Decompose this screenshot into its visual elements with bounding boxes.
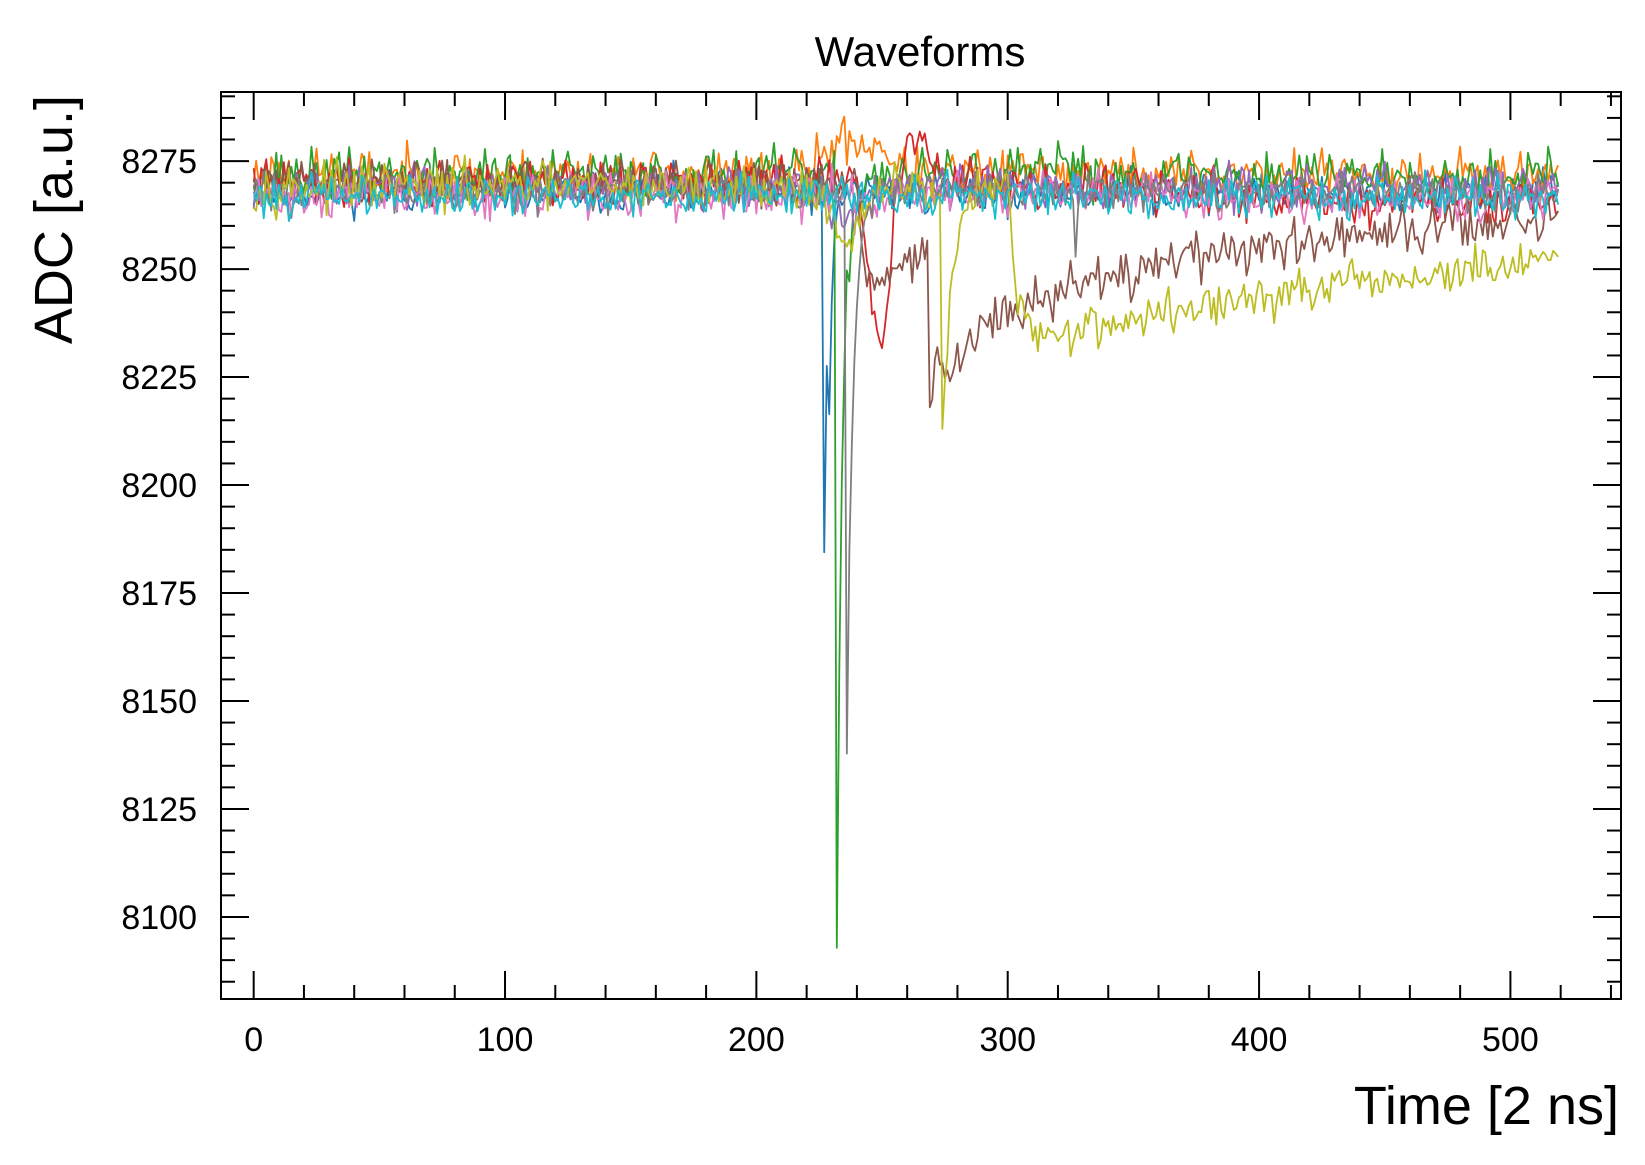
waveform-series-line [252,159,1560,554]
y-tick-label: 8250 [121,251,197,289]
y-tick-label: 8225 [121,359,197,397]
waveform-series-line [252,140,1560,949]
x-tick-label: 500 [1482,1021,1539,1059]
waveform-series-line [252,157,1559,409]
waveform-series-line [252,168,1560,222]
y-tick-label: 8275 [121,143,197,181]
y-tick-label: 8125 [121,791,197,829]
x-axis-label: Time [2 ns] [1354,1076,1619,1136]
axis-ticks [221,92,1621,999]
x-tick-label: 0 [244,1021,263,1059]
axis-tick-labels: 0 100 200 300 400 500 8100 8125 8150 8175 8200 8225… [121,143,1538,1059]
chart-title: Waveforms [815,28,1026,75]
x-tick-label: 400 [1231,1021,1288,1059]
x-tick-label: 200 [728,1021,785,1059]
plot-frame [220,91,1622,1000]
y-tick-label: 8100 [121,899,197,937]
x-tick-label: 100 [477,1021,534,1059]
x-tick-label: 300 [979,1021,1036,1059]
waveform-series-group [252,115,1560,949]
y-tick-label: 8175 [121,575,197,613]
y-tick-label: 8150 [121,683,197,721]
y-axis-label: ADC [a.u.] [24,95,84,344]
y-tick-label: 8200 [121,467,197,505]
